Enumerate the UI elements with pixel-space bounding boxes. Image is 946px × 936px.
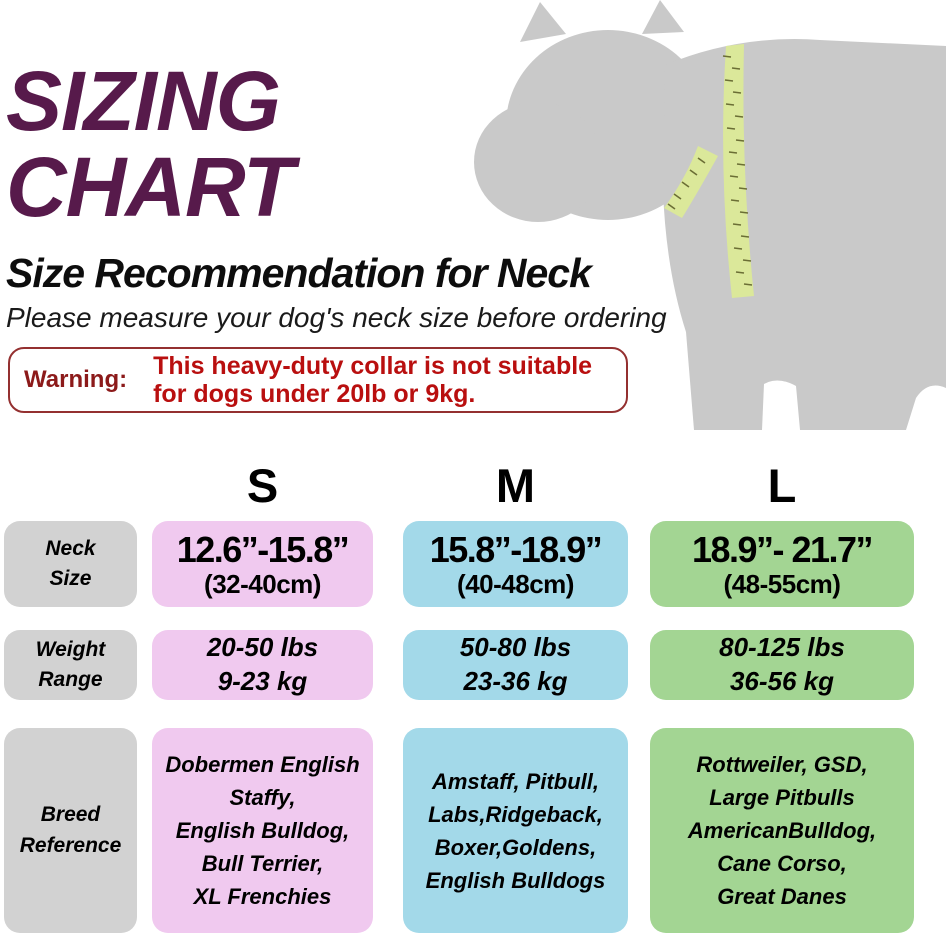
neck-size-s-cm: (32-40cm)	[204, 568, 321, 599]
breed-reference-s-value: Dobermen English Staffy, English Bulldog…	[165, 752, 360, 909]
warning-box: Warning: This heavy-duty collar is not s…	[8, 347, 628, 413]
measuring-tape-branch-ticks	[667, 157, 706, 210]
neck-size-s-inches: 12.6”-15.8”	[176, 528, 350, 570]
breed-reference-m-value: Amstaff, Pitbull, Labs,Ridgeback, Boxer,…	[425, 768, 606, 893]
measuring-tape-main-strip	[723, 44, 754, 298]
column-header-s: S	[246, 458, 279, 512]
dog-ear-left	[520, 2, 566, 42]
row-header-breed-reference-label: Breed Reference	[19, 803, 122, 857]
row-header-breed-reference: Breed Reference	[4, 728, 137, 933]
page-title-line1: SIZING	[6, 54, 281, 148]
dog-with-measuring-tape-illustration	[474, 0, 946, 430]
page-title: SIZING CHART	[6, 54, 294, 234]
warning-message: This heavy-duty collar is not suitable f…	[153, 352, 592, 408]
page-title-line2: CHART	[6, 140, 294, 234]
page-subtitle: Size Recommendation for Neck	[6, 250, 592, 296]
row-header-neck-size-label: Neck Size	[45, 536, 96, 590]
neck-size-cell-s: 12.6”-15.8” (32-40cm)	[152, 521, 373, 607]
neck-size-m-inches: 15.8”-18.9”	[429, 528, 603, 570]
warning-message-line1: This heavy-duty collar is not suitable	[153, 352, 593, 380]
measuring-tape-tick-marks	[722, 55, 753, 286]
weight-range-cell-m: 50-80 lbs 23-36 kg	[403, 630, 628, 700]
measure-note: Please measure your dog's neck size befo…	[6, 302, 667, 333]
neck-size-cell-m: 15.8”-18.9” (40-48cm)	[403, 521, 628, 607]
row-header-neck-size: Neck Size	[4, 521, 137, 607]
dog-muzzle	[474, 102, 602, 222]
row-header-weight-range: Weight Range	[4, 630, 137, 700]
weight-range-s-value: 20-50 lbs 9-23 kg	[206, 632, 319, 696]
row-header-weight-range-label: Weight Range	[35, 637, 106, 691]
warning-label: Warning:	[24, 366, 128, 393]
column-header-m: M	[495, 458, 536, 512]
neck-size-cell-l: 18.9”- 21.7” (48-55cm)	[650, 521, 914, 607]
dog-body	[663, 39, 946, 430]
column-header-l: L	[767, 458, 797, 512]
neck-size-l-inches: 18.9”- 21.7”	[691, 528, 874, 570]
neck-size-m-cm: (40-48cm)	[457, 568, 574, 599]
weight-range-m-value: 50-80 lbs 23-36 kg	[459, 632, 572, 696]
dog-ear-right	[642, 0, 684, 34]
measuring-tape	[664, 44, 754, 298]
breed-reference-l-value: Rottweiler, GSD, Large Pitbulls American…	[687, 752, 877, 909]
weight-range-l-value: 80-125 lbs 36-56 kg	[719, 632, 845, 696]
measuring-tape-neck-branch	[664, 146, 718, 218]
breed-reference-cell-s: Dobermen English Staffy, English Bulldog…	[152, 728, 373, 933]
breed-reference-cell-m: Amstaff, Pitbull, Labs,Ridgeback, Boxer,…	[403, 728, 628, 933]
breed-reference-cell-l: Rottweiler, GSD, Large Pitbulls American…	[650, 728, 914, 933]
weight-range-cell-l: 80-125 lbs 36-56 kg	[650, 630, 914, 700]
warning-message-line2: for dogs under 20lb or 9kg.	[153, 380, 476, 408]
weight-range-cell-s: 20-50 lbs 9-23 kg	[152, 630, 373, 700]
neck-size-l-cm: (48-55cm)	[723, 568, 841, 599]
